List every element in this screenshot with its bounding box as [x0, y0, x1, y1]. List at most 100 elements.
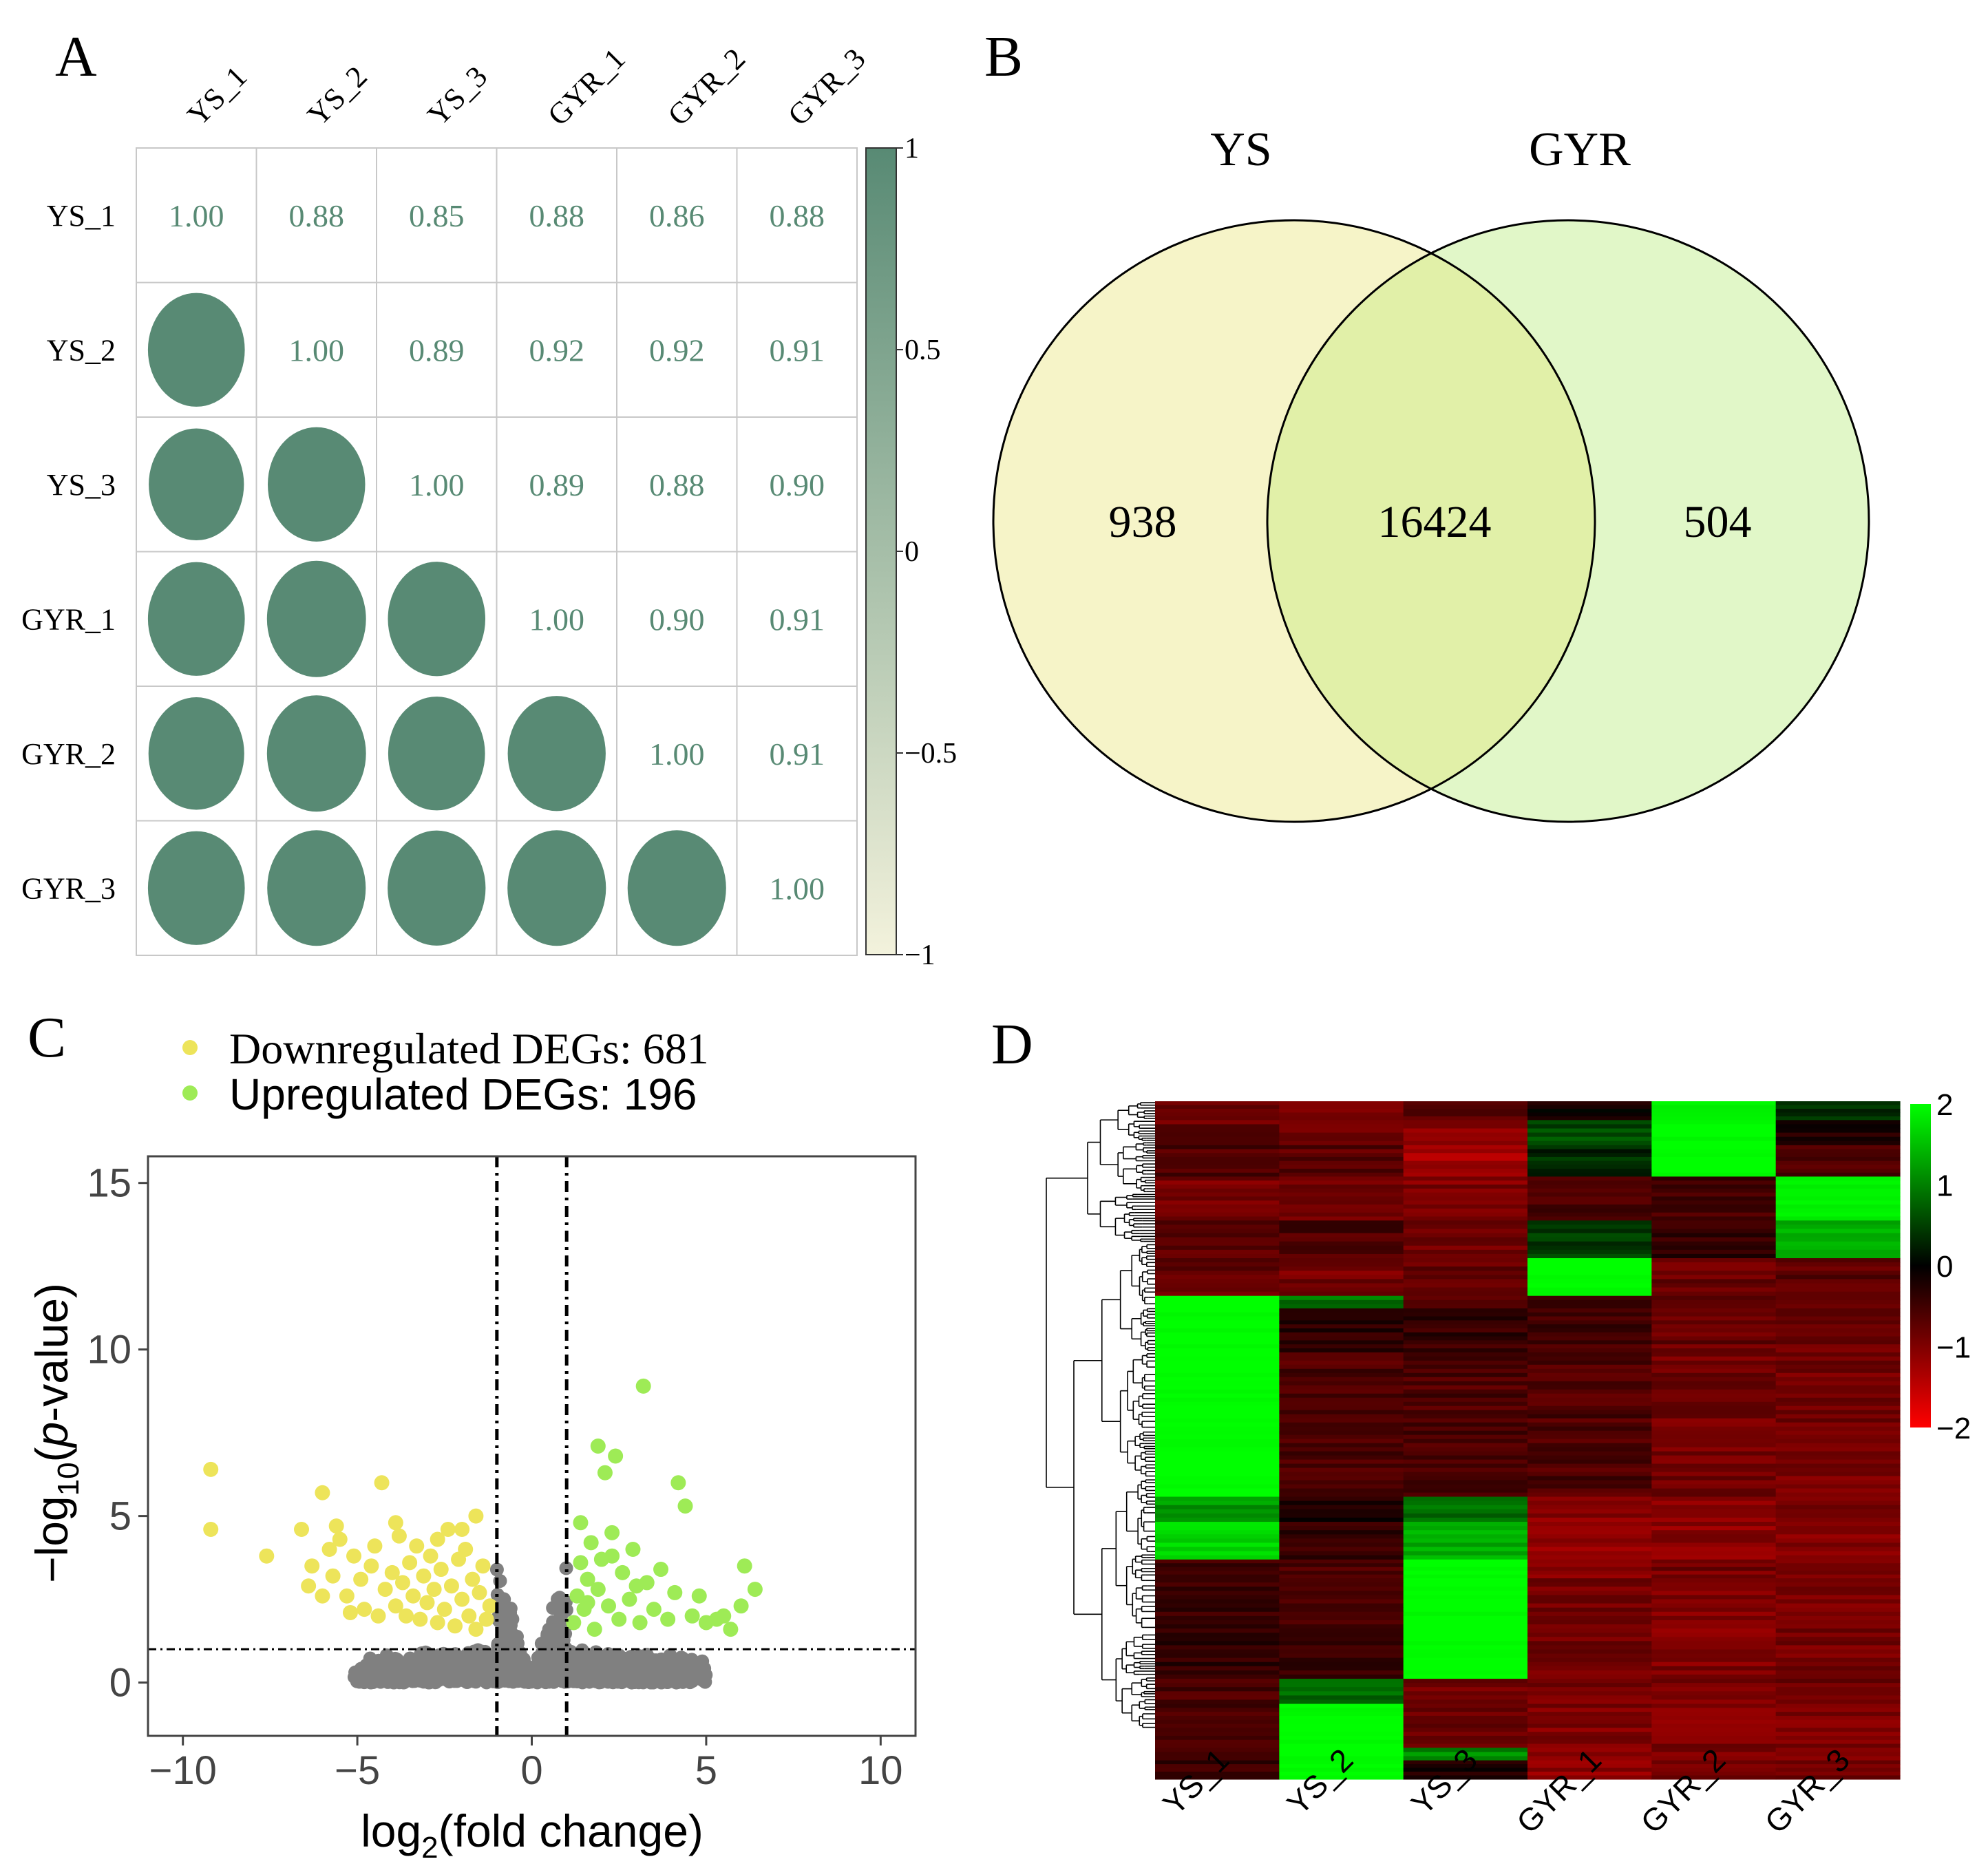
heatmap-cell	[1775, 1517, 1901, 1522]
heatmap-cell	[1775, 1149, 1901, 1154]
heatmap-cell	[1775, 1385, 1901, 1390]
heatmap-cell	[1651, 1245, 1777, 1251]
colorbar-tick-label: −0.5	[905, 738, 957, 770]
heatmap-cell	[1403, 1653, 1528, 1659]
up-point	[691, 1588, 707, 1604]
heatmap-cell	[1527, 1691, 1652, 1696]
heatmap-cell	[1527, 1480, 1652, 1485]
heatmap-cell	[1403, 1509, 1528, 1514]
heatmap-cell	[1527, 1641, 1652, 1646]
heatmap-cell	[1775, 1241, 1901, 1246]
colorbar-tick-label: 0	[905, 536, 919, 568]
heatmap-cell	[1651, 1372, 1777, 1378]
ns-point	[417, 1650, 432, 1664]
ns-point	[478, 1644, 492, 1659]
heatmap-cell	[1403, 1732, 1528, 1737]
heatmap-cell	[1279, 1484, 1404, 1489]
column-label: YS_3	[421, 60, 494, 133]
heatmap-cell	[1155, 1563, 1280, 1568]
heatmap-cell	[1527, 1443, 1652, 1448]
heatmap-cell	[1775, 1262, 1901, 1267]
heatmap-cell	[1279, 1291, 1404, 1297]
heatmap-cell	[1651, 1534, 1777, 1539]
heatmap-cell	[1651, 1603, 1777, 1609]
heatmap-cell	[1279, 1752, 1404, 1757]
heatmap-cell	[1775, 1336, 1901, 1341]
heatmap-cell	[1403, 1153, 1528, 1158]
heatmap-cell	[1155, 1704, 1280, 1708]
heatmap-cell	[1651, 1422, 1777, 1427]
heatmap-cell	[1403, 1439, 1528, 1444]
heatmap-cell	[1155, 1620, 1280, 1625]
correlation-value: 1.00	[649, 736, 705, 772]
heatmap-cell	[1775, 1595, 1901, 1600]
heatmap-cell	[1775, 1176, 1901, 1181]
heatmap-cell	[1279, 1571, 1404, 1575]
heatmap-cell	[1527, 1266, 1652, 1271]
heatmap-cell	[1403, 1356, 1528, 1361]
heatmap-cell	[1527, 1340, 1652, 1345]
heatmap-cell	[1651, 1377, 1777, 1382]
heatmap-cell	[1775, 1679, 1901, 1684]
heatmap-cell	[1775, 1496, 1901, 1502]
down-point	[475, 1558, 491, 1574]
heatmap-cell	[1403, 1538, 1528, 1544]
heatmap-cell	[1527, 1156, 1652, 1162]
heatmap-cell	[1527, 1149, 1652, 1154]
heatmap-cell	[1775, 1312, 1901, 1317]
heatmap-cell	[1775, 1393, 1901, 1399]
heatmap-cell	[1775, 1208, 1901, 1213]
heatmap-cell	[1527, 1172, 1652, 1178]
heatmap-cell	[1403, 1687, 1528, 1692]
heatmap-cell	[1403, 1715, 1528, 1721]
heatmap-cell	[1279, 1505, 1404, 1510]
heatmap-cell	[1651, 1128, 1777, 1134]
heatmap-cell	[1527, 1760, 1652, 1765]
up-point	[667, 1584, 683, 1600]
colorbar	[865, 147, 897, 955]
heatmap-cell	[1155, 1542, 1280, 1548]
heatmap-cell	[1403, 1500, 1528, 1506]
heatmap-cell	[1775, 1389, 1901, 1394]
heatmap-cell	[1651, 1624, 1777, 1629]
heatmap-cell	[1155, 1739, 1280, 1745]
heatmap-cell	[1775, 1364, 1901, 1370]
heatmap-cell	[1155, 1472, 1280, 1477]
correlation-ellipse	[388, 830, 486, 946]
heatmap-cell	[1527, 1739, 1652, 1745]
heatmap-cell	[1155, 1463, 1280, 1469]
heatmap-cell	[1403, 1704, 1528, 1708]
heatmap-cell	[1527, 1451, 1652, 1456]
heatmap-cell	[1403, 1160, 1528, 1165]
heatmap-cell	[1651, 1607, 1777, 1613]
heatmap-cell	[1279, 1160, 1404, 1165]
heatmap-cell	[1527, 1756, 1652, 1761]
up-point	[625, 1542, 641, 1558]
heatmap-cell	[1403, 1324, 1528, 1329]
heatmap-cell	[1403, 1381, 1528, 1386]
heatmap-cell	[1279, 1526, 1404, 1531]
heatmap-cell	[1651, 1768, 1777, 1772]
heatmap-cell	[1651, 1683, 1777, 1688]
heatmap-cell	[1651, 1752, 1777, 1757]
heatmap-cell	[1279, 1405, 1404, 1411]
heatmap-cell	[1279, 1764, 1404, 1769]
correlation-ellipse	[388, 697, 485, 811]
heatmap-cell	[1403, 1283, 1528, 1288]
heatmap-cell	[1527, 1666, 1652, 1671]
heatmap-cell	[1775, 1538, 1901, 1544]
heatmap-cell	[1279, 1459, 1404, 1465]
heatmap-cell	[1155, 1128, 1280, 1134]
heatmap-cell	[1155, 1377, 1280, 1382]
heatmap-cell	[1155, 1735, 1280, 1741]
heatmap-cell	[1775, 1283, 1901, 1288]
heatmap-cell	[1403, 1348, 1528, 1353]
heatmap-cell	[1155, 1517, 1280, 1522]
correlation-ellipse	[149, 428, 244, 541]
heatmap-cell	[1403, 1641, 1528, 1646]
heatmap-cell	[1651, 1760, 1777, 1765]
heatmap-cell	[1775, 1405, 1901, 1411]
heatmap-cell	[1403, 1674, 1528, 1679]
heatmap-cell	[1651, 1124, 1777, 1129]
heatmap-cell	[1775, 1492, 1901, 1498]
